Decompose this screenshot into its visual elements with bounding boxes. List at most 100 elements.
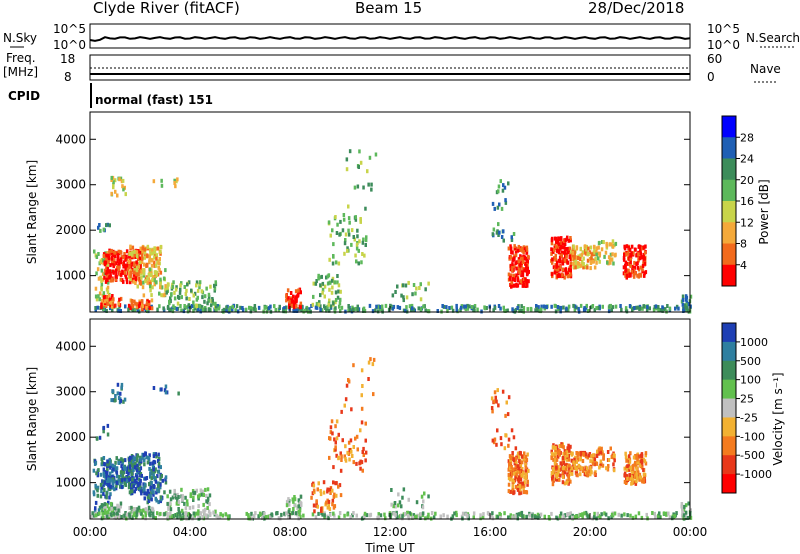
data-cell [177, 510, 181, 515]
data-cell [493, 206, 496, 211]
data-cell [594, 250, 598, 255]
data-cell [689, 304, 692, 309]
data-cell [130, 261, 134, 266]
data-cell [120, 272, 123, 277]
data-cell [112, 185, 115, 190]
data-cell [550, 451, 554, 456]
data-cell [113, 464, 116, 469]
colorbar-tick-label: 20 [740, 174, 754, 187]
data-cell [116, 382, 120, 387]
data-cell [110, 277, 114, 282]
data-cell [464, 304, 467, 309]
data-cell [601, 240, 604, 244]
data-cell [290, 303, 293, 308]
data-cell [126, 475, 129, 480]
data-cell [354, 253, 357, 258]
data-cell [611, 239, 615, 244]
data-cell [157, 469, 161, 474]
data-cell [146, 509, 149, 514]
data-cell [122, 260, 126, 265]
data-cell [567, 274, 571, 278]
data-cell [551, 476, 554, 481]
data-cell [496, 388, 499, 393]
data-cell [620, 513, 623, 518]
data-cell [563, 275, 566, 280]
data-cell [518, 262, 522, 267]
data-cell [643, 256, 646, 261]
data-cell [555, 477, 558, 482]
data-cell [636, 457, 639, 462]
data-cell [607, 464, 610, 468]
data-cell [634, 514, 638, 519]
data-cell [105, 253, 108, 258]
data-cell [644, 244, 647, 249]
data-cell [132, 461, 135, 465]
data-cell [207, 292, 211, 297]
colorbar-tick-label: -500 [740, 449, 765, 462]
data-cell [118, 505, 121, 510]
data-cell [339, 468, 343, 473]
data-cell [518, 459, 521, 464]
data-cell [257, 305, 261, 310]
data-cell [623, 512, 626, 517]
data-cell [185, 296, 188, 301]
colorbar-tick-label: -100 [740, 430, 765, 443]
data-cell [511, 264, 514, 269]
data-cell [119, 459, 123, 464]
data-cell [171, 282, 174, 287]
data-cell [598, 240, 601, 245]
data-cell [626, 464, 629, 469]
data-cell [393, 501, 397, 505]
data-cell [630, 481, 633, 486]
data-cell [493, 399, 496, 404]
data-cell [321, 290, 324, 295]
data-cell [335, 436, 339, 441]
data-cell [345, 167, 349, 172]
data-cell [646, 305, 649, 310]
data-cell [209, 511, 212, 516]
data-cell [174, 513, 178, 517]
data-cell [644, 270, 648, 275]
data-cell [524, 277, 527, 282]
data-cell [623, 471, 627, 476]
data-cell [523, 480, 526, 485]
data-cell [490, 396, 494, 401]
data-cell [569, 257, 573, 262]
data-cell [109, 471, 112, 476]
data-cell [118, 297, 121, 302]
data-cell [156, 511, 159, 516]
data-cell [570, 249, 573, 254]
data-cell [247, 513, 250, 518]
data-cell [419, 282, 422, 287]
data-cell [569, 444, 572, 449]
data-cell [414, 291, 417, 296]
data-cell [384, 516, 387, 521]
data-cell [253, 514, 256, 519]
data-cell [346, 512, 349, 517]
data-cell [507, 459, 511, 464]
data-cell [110, 248, 113, 253]
data-cell [196, 288, 200, 293]
data-cell [561, 471, 565, 476]
data-cell [298, 287, 302, 292]
data-cell [157, 489, 160, 494]
data-cell [495, 399, 498, 404]
data-cell [174, 184, 177, 189]
data-cell [628, 459, 632, 464]
data-cell [323, 284, 327, 289]
data-cell [589, 245, 593, 250]
data-cell [149, 493, 152, 498]
data-cell [362, 185, 365, 190]
data-cell [132, 270, 136, 275]
data-cell [566, 270, 569, 275]
data-cell [623, 244, 626, 249]
data-cell [424, 308, 427, 313]
data-cell [183, 304, 186, 308]
data-cell [163, 292, 167, 297]
data-cell [222, 307, 226, 312]
data-cell [102, 491, 105, 496]
data-cell [391, 293, 395, 298]
data-cell [387, 307, 391, 312]
data-cell [251, 306, 254, 311]
data-cell [643, 273, 646, 278]
